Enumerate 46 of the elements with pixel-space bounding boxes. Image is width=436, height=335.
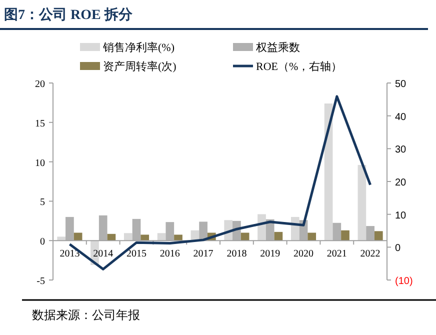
bar (358, 164, 366, 241)
bar (341, 230, 350, 241)
bar (124, 233, 132, 241)
y2-tick-label: 30 (395, 144, 407, 156)
y2-tick-label: 10 (395, 210, 407, 222)
y-tick-label: 0 (40, 236, 45, 248)
x-tick-label: 2022 (360, 248, 380, 260)
bar (332, 222, 342, 241)
y2-tick-label: 50 (395, 79, 407, 90)
x-tick-label: 2014 (93, 248, 114, 260)
bar (66, 216, 74, 241)
y2-tick-label: 20 (395, 178, 407, 188)
bar (174, 234, 182, 241)
x-tick-label: 2016 (160, 248, 180, 260)
bar (98, 215, 108, 241)
chart-title: 图7：公司 ROE 拆分 (4, 7, 134, 23)
bar (57, 236, 66, 241)
x-tick-label: 2015 (126, 248, 146, 260)
bar (374, 231, 383, 241)
legend-label: ROE（%，右轴） (256, 60, 342, 73)
bar (132, 218, 141, 241)
y-tick-label: 20 (35, 79, 45, 90)
legend-label: 销售净利率(%) (102, 41, 175, 54)
y2-tick-label: (10) (395, 276, 413, 287)
x-tick-label: 2018 (226, 248, 247, 260)
x-tick-label: 2019 (260, 248, 280, 260)
x-tick-label: 2021 (326, 248, 347, 260)
bar (166, 222, 174, 241)
bar (140, 234, 150, 241)
bar (366, 226, 374, 241)
bar (240, 232, 250, 241)
x-tick-label: 2020 (294, 248, 314, 260)
source-note: 数据来源：公司年报 (32, 308, 140, 322)
y2-tick-label: 40 (395, 112, 407, 123)
y-tick-label: 5 (40, 197, 45, 208)
bar (157, 233, 166, 241)
legend-label: 权益乘数 (255, 41, 300, 54)
y-tick-label: 15 (35, 118, 45, 130)
bar (74, 232, 82, 241)
y2-tick-label: 0 (395, 243, 401, 254)
legend-label: 资产周转率(次) (103, 60, 177, 73)
y-tick-label: -5 (36, 276, 45, 287)
x-tick-label: 2017 (193, 248, 214, 260)
y-tick-label: 10 (35, 158, 45, 169)
bar (308, 232, 316, 241)
bar (258, 214, 266, 241)
